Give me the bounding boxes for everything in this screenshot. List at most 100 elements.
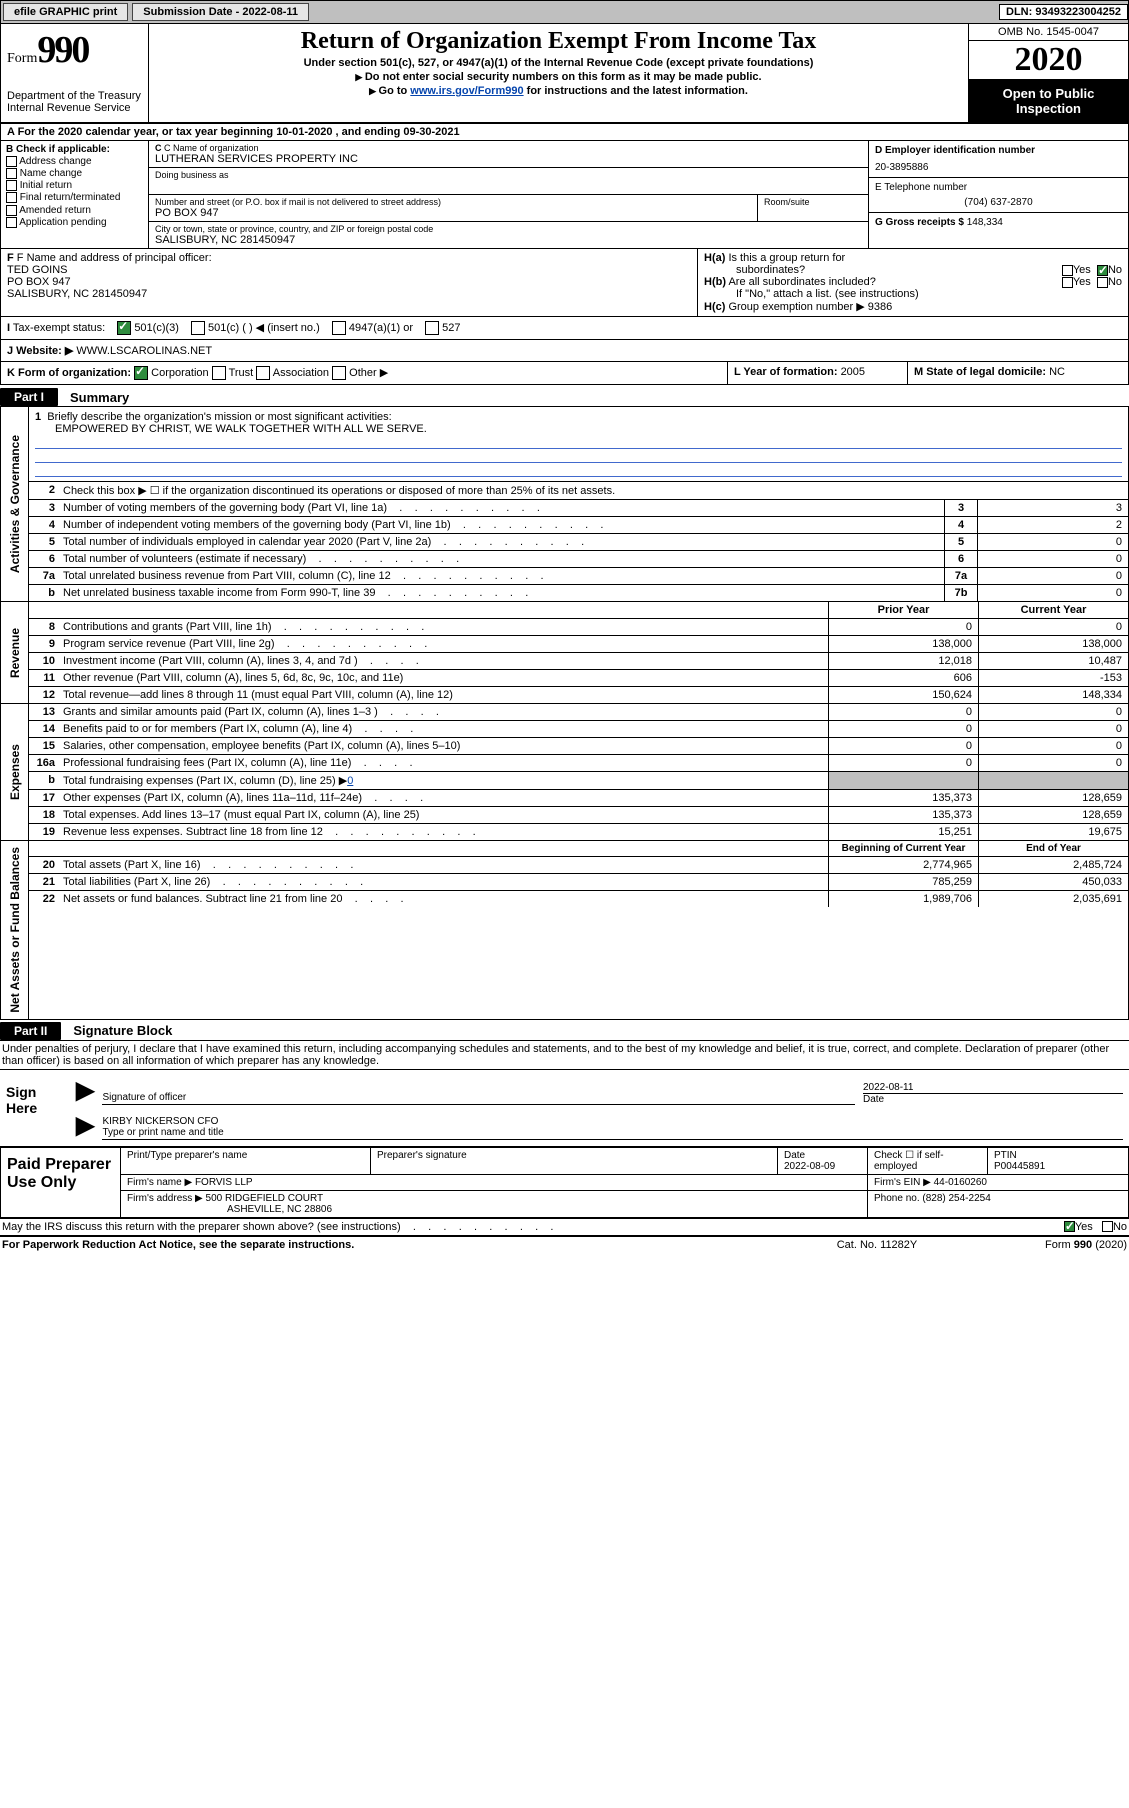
prep-self-employed[interactable]: Check ☐ if self-employed — [868, 1148, 988, 1174]
l9-p: 138,000 — [828, 636, 978, 652]
subdate-value: 2022-08-11 — [242, 6, 298, 18]
tax-year: 2020 — [969, 41, 1128, 80]
l15-c: 0 — [978, 738, 1128, 754]
korg-row: K Form of organization: Corporation Trus… — [0, 362, 1129, 385]
subtitle-1: Under section 501(c), 527, or 4947(a)(1)… — [155, 57, 962, 69]
discuss-no[interactable]: No — [1102, 1221, 1127, 1233]
l19-p: 15,251 — [828, 824, 978, 840]
l4-val: 2 — [978, 517, 1128, 533]
prep-sig-hdr: Preparer's signature — [371, 1148, 778, 1174]
hdr-curr: Current Year — [978, 602, 1128, 618]
lbl-street: Number and street (or P.O. box if mail i… — [155, 197, 751, 207]
box-f: F F Name and address of principal office… — [1, 249, 698, 316]
year-formation: 2005 — [841, 366, 865, 378]
form-header: Form990 Department of the Treasury Inter… — [0, 24, 1129, 122]
l21-c: 450,033 — [978, 874, 1128, 890]
vlabel-ag: Activities & Governance — [1, 407, 29, 601]
chk-pending[interactable]: Application pending — [6, 217, 143, 228]
chk-corp[interactable]: Corporation — [134, 367, 209, 379]
chk-4947[interactable]: 4947(a)(1) or — [332, 321, 413, 335]
ein-value: 20-3895886 — [875, 162, 1122, 173]
l2-text: Check this box ▶ ☐ if the organization d… — [59, 482, 1128, 499]
chk-name-change[interactable]: Name change — [6, 168, 143, 179]
chk-trust[interactable]: Trust — [212, 367, 254, 379]
mission-text: EMPOWERED BY CHRIST, WE WALK TOGETHER WI… — [35, 423, 427, 435]
l5-val: 0 — [978, 534, 1128, 550]
header-left: Form990 Department of the Treasury Inter… — [1, 24, 149, 122]
efile-print-button[interactable]: efile GRAPHIC print — [3, 3, 128, 21]
cat-no: Cat. No. 11282Y — [787, 1239, 967, 1251]
form-number: Form990 — [7, 28, 142, 72]
discuss-yes[interactable]: Yes — [1064, 1221, 1093, 1233]
l22-p: 1,989,706 — [828, 891, 978, 907]
firm-ein: 44-0160260 — [934, 1177, 987, 1188]
box-c: C C Name of organization LUTHERAN SERVIC… — [149, 141, 868, 248]
officer-group-block: F F Name and address of principal office… — [0, 249, 1129, 317]
irs-label: Internal Revenue Service — [7, 102, 142, 114]
officer-city: SALISBURY, NC 281450947 — [7, 288, 691, 300]
ha-no[interactable]: No — [1097, 264, 1122, 276]
officer-name: TED GOINS — [7, 264, 691, 276]
subtitle-3: Go to www.irs.gov/Form990 for instructio… — [155, 85, 962, 97]
part2-badge: Part II — [0, 1022, 61, 1040]
l21-p: 785,259 — [828, 874, 978, 890]
vlabel-na: Net Assets or Fund Balances — [1, 841, 29, 1019]
box-b-header: B Check if applicable: — [6, 144, 110, 155]
sign-date: 2022-08-11 — [863, 1082, 913, 1093]
l18-p: 135,373 — [828, 807, 978, 823]
box-b: B Check if applicable: Address change Na… — [1, 141, 149, 248]
section-net-assets: Net Assets or Fund Balances Beginning of… — [0, 841, 1129, 1020]
sign-here-label: Sign Here — [0, 1070, 70, 1146]
firm-addr1: 500 RIDGEFIELD COURT — [206, 1193, 324, 1204]
chk-501c3[interactable]: 501(c)(3) — [117, 321, 179, 335]
l16a-p: 0 — [828, 755, 978, 771]
hc-value: 9386 — [868, 301, 892, 313]
l20-p: 2,774,965 — [828, 857, 978, 873]
l12-p: 150,624 — [828, 687, 978, 703]
officer-name-field[interactable]: KIRBY NICKERSON CFOType or print name an… — [102, 1116, 1123, 1140]
l8-p: 0 — [828, 619, 978, 635]
officer-street: PO BOX 947 — [7, 276, 691, 288]
l1-label: Briefly describe the organization's miss… — [47, 411, 391, 423]
officer-signature-field[interactable]: Signature of officer — [102, 1081, 855, 1105]
hb-yes[interactable]: Yes — [1062, 276, 1091, 288]
l8-c: 0 — [978, 619, 1128, 635]
l9-c: 138,000 — [978, 636, 1128, 652]
chk-final-return[interactable]: Final return/terminated — [6, 192, 143, 203]
website-row: J Website: ▶ WWW.LSCAROLINAS.NET — [0, 340, 1129, 362]
part2-title: Signature Block — [61, 1023, 172, 1038]
part1-title: Summary — [58, 390, 129, 405]
omb-number: OMB No. 1545-0047 — [969, 24, 1128, 41]
submission-date-button[interactable]: Submission Date - 2022-08-11 — [132, 3, 309, 21]
sig-arrow-icon: ▶ — [76, 1076, 94, 1105]
discuss-row: May the IRS discuss this return with the… — [0, 1218, 1129, 1235]
l3-val: 3 — [978, 500, 1128, 516]
lbl-ein: D Employer identification number — [875, 145, 1035, 156]
part1-header: Part I Summary — [0, 388, 1129, 407]
chk-amended[interactable]: Amended return — [6, 205, 143, 216]
l7b-val: 0 — [978, 585, 1128, 601]
ha-yes[interactable]: Yes — [1062, 264, 1091, 276]
irs-link[interactable]: www.irs.gov/Form990 — [410, 85, 523, 97]
dln-field: DLN: 93493223004252 — [999, 4, 1128, 20]
tax-year-row: A For the 2020 calendar year, or tax yea… — [0, 122, 1129, 141]
chk-initial-return[interactable]: Initial return — [6, 180, 143, 191]
chk-assoc[interactable]: Association — [256, 367, 329, 379]
footer-row: For Paperwork Reduction Act Notice, see … — [0, 1235, 1129, 1253]
l16b-val: 0 — [347, 775, 353, 787]
l13-c: 0 — [978, 704, 1128, 720]
sign-block: Sign Here ▶ Signature of officer 2022-08… — [0, 1070, 1129, 1148]
vlabel-exp: Expenses — [1, 704, 29, 840]
l22-c: 2,035,691 — [978, 891, 1128, 907]
l14-p: 0 — [828, 721, 978, 737]
chk-address-change[interactable]: Address change — [6, 156, 143, 167]
phone-value: (704) 637-2870 — [875, 197, 1122, 208]
chk-527[interactable]: 527 — [425, 321, 460, 335]
form-title: Return of Organization Exempt From Incom… — [155, 28, 962, 55]
l12-c: 148,334 — [978, 687, 1128, 703]
chk-other[interactable]: Other ▶ — [332, 367, 388, 379]
subdate-label: Submission Date - — [143, 6, 242, 18]
city-value: SALISBURY, NC 281450947 — [155, 234, 862, 246]
chk-501c[interactable]: 501(c) ( ) ◀ (insert no.) — [191, 321, 320, 335]
hb-no[interactable]: No — [1097, 276, 1122, 288]
